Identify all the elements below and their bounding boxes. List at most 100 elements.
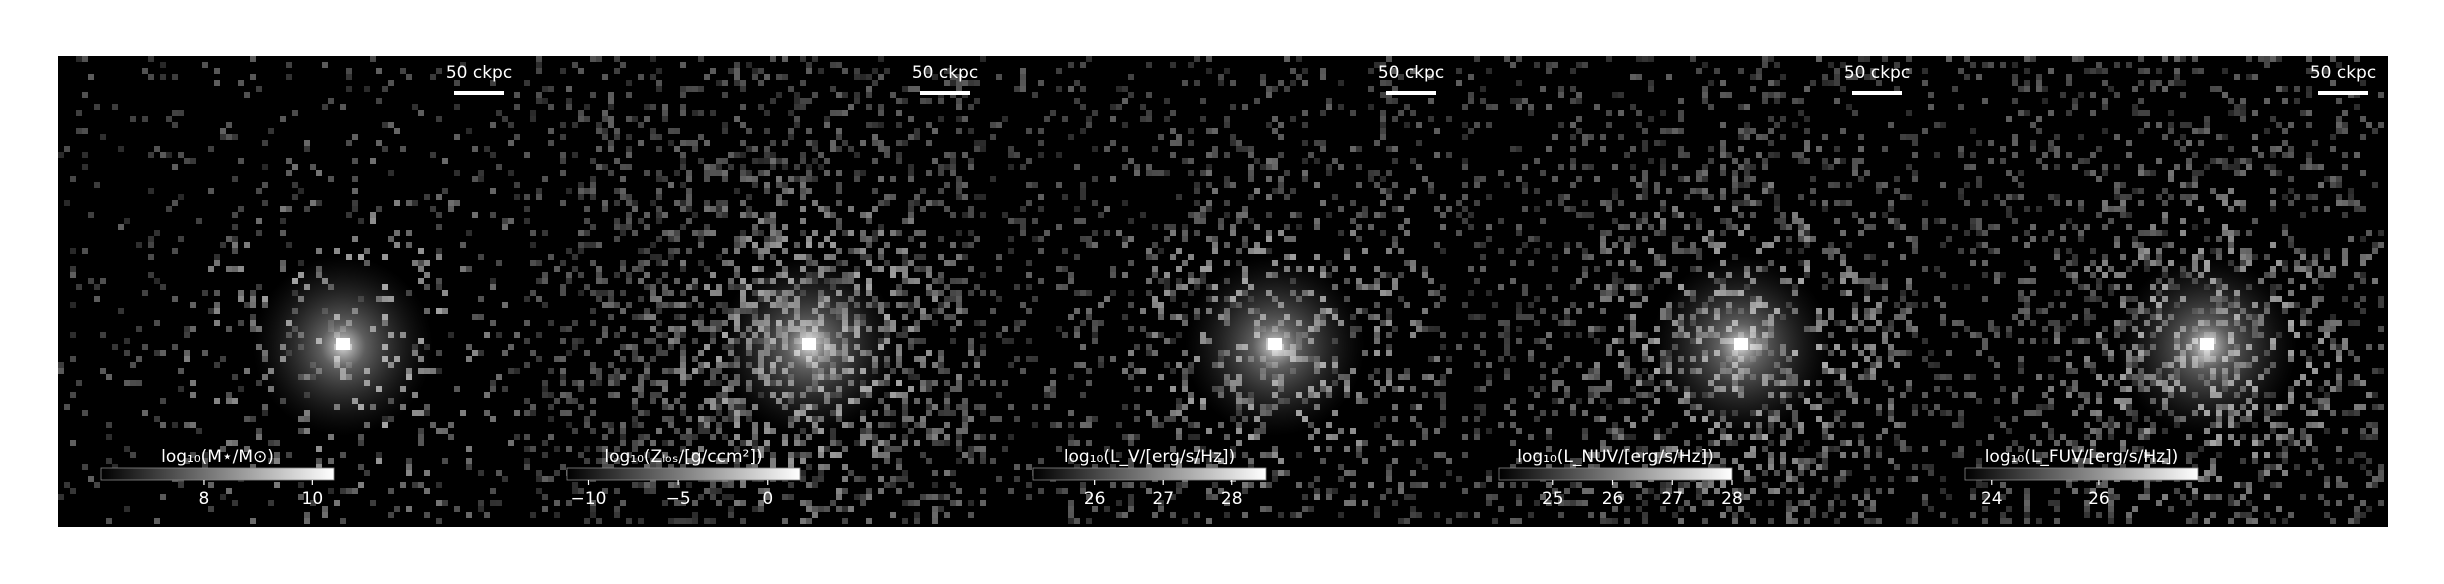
pixel	[1762, 482, 1768, 488]
pixel	[990, 134, 996, 140]
pixel	[1858, 230, 1864, 236]
pixel	[650, 440, 656, 446]
pixel	[214, 308, 220, 314]
pixel	[560, 284, 566, 290]
pixel	[608, 362, 614, 368]
pixel	[842, 446, 848, 452]
pixel	[1822, 434, 1828, 440]
pixel	[872, 440, 878, 446]
pixel	[980, 452, 986, 458]
pixel	[460, 410, 466, 416]
pixel	[2174, 56, 2180, 62]
pixel	[1762, 164, 1768, 170]
pixel	[160, 152, 166, 158]
pixel	[1732, 206, 1738, 212]
pixel	[1128, 362, 1134, 368]
pixel	[656, 464, 662, 470]
pixel	[1422, 434, 1428, 440]
pixel	[638, 74, 644, 80]
pixel	[668, 422, 674, 428]
pixel	[680, 392, 686, 398]
pixel	[244, 446, 250, 452]
pixel	[1798, 470, 1804, 476]
pixel	[1768, 182, 1774, 188]
pixel	[1726, 218, 1732, 224]
pixel	[1528, 314, 1534, 320]
pixel	[262, 296, 268, 302]
pixel	[1708, 230, 1714, 236]
pixel	[388, 170, 394, 176]
pixel	[1278, 512, 1284, 518]
pixel	[1224, 434, 1230, 440]
pixel	[1870, 254, 1876, 260]
pixel	[896, 266, 902, 272]
pixel	[2018, 110, 2024, 116]
pixel	[920, 230, 926, 236]
pixel	[1564, 332, 1570, 338]
pixel	[590, 242, 596, 248]
pixel	[962, 416, 968, 422]
pixel	[142, 68, 148, 74]
pixel	[560, 338, 566, 344]
pixel	[1852, 164, 1858, 170]
pixel	[1272, 128, 1278, 134]
pixel	[740, 164, 746, 170]
pixel	[1810, 176, 1816, 182]
pixel	[920, 308, 926, 314]
pixel	[1026, 482, 1032, 488]
pixel	[1128, 290, 1134, 296]
pixel	[1834, 476, 1840, 482]
pixel	[1158, 302, 1164, 308]
pixel	[460, 242, 466, 248]
pixel	[1714, 206, 1720, 212]
pixel	[1858, 146, 1864, 152]
pixel	[1708, 482, 1714, 488]
pixel	[1720, 230, 1726, 236]
pixel	[394, 128, 400, 134]
pixel	[950, 152, 956, 158]
pixel	[602, 464, 608, 470]
pixel	[938, 290, 944, 296]
pixel	[1224, 152, 1230, 158]
pixel	[842, 488, 848, 494]
pixel	[1720, 482, 1726, 488]
pixel	[1092, 230, 1098, 236]
pixel	[304, 140, 310, 146]
pixel	[1404, 122, 1410, 128]
pixel	[1014, 464, 1020, 470]
pixel	[1188, 158, 1194, 164]
pixel	[1404, 260, 1410, 266]
pixel	[1516, 458, 1522, 464]
pixel	[536, 62, 542, 68]
pixel	[1894, 302, 1900, 308]
pixel	[268, 500, 274, 506]
pixel	[70, 392, 76, 398]
pixel	[866, 92, 872, 98]
pixel	[686, 86, 692, 92]
pixel	[536, 476, 542, 482]
pixel	[1576, 500, 1582, 506]
pixel	[806, 434, 812, 440]
pixel	[1374, 140, 1380, 146]
pixel	[584, 188, 590, 194]
pixel	[1374, 62, 1380, 68]
pixel	[908, 236, 914, 242]
pixel	[1480, 350, 1486, 356]
pixel	[1224, 122, 1230, 128]
pixel	[704, 488, 710, 494]
pixel	[800, 56, 806, 62]
pixel	[698, 404, 704, 410]
pixel	[740, 200, 746, 206]
pixel	[842, 518, 848, 524]
pixel	[710, 110, 716, 116]
pixel	[2222, 92, 2228, 98]
pixel	[602, 422, 608, 428]
pixel	[1660, 506, 1666, 512]
pixel	[1026, 200, 1032, 206]
pixel	[626, 116, 632, 122]
pixel	[1660, 272, 1666, 278]
pixel	[1594, 368, 1600, 374]
pixel	[2330, 56, 2336, 62]
pixel	[1338, 476, 1344, 482]
pixel	[620, 428, 626, 434]
